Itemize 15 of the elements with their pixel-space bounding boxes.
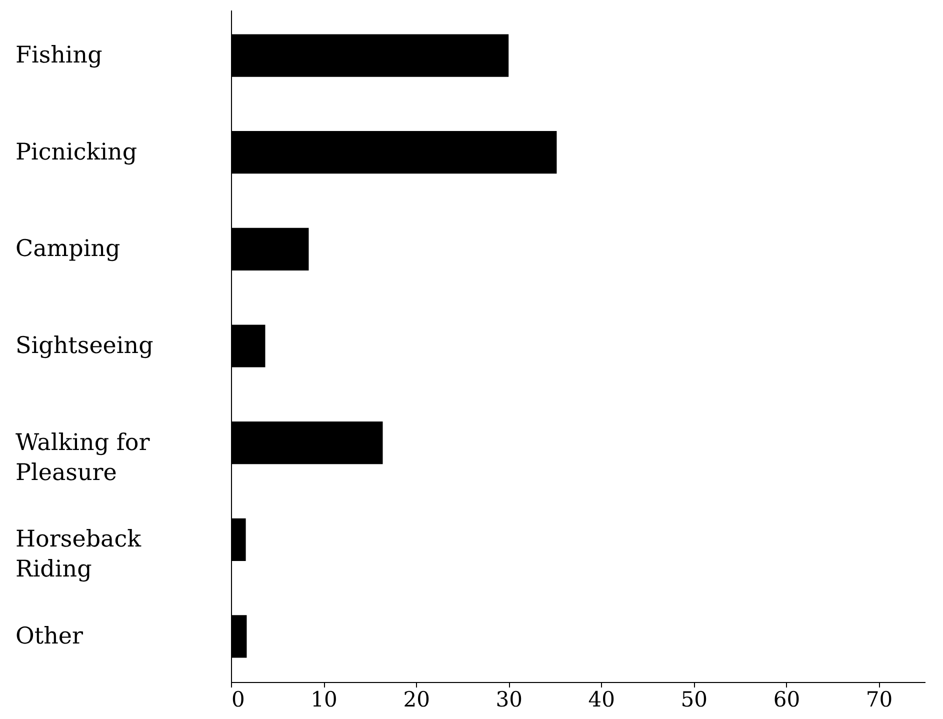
y-tick-label: Horseback Riding <box>16 526 142 583</box>
y-tick-label: Other <box>16 623 84 650</box>
y-tick-label: Camping <box>16 236 121 262</box>
y-tick-label: Fishing <box>16 42 103 69</box>
x-tick-label: 50 <box>680 688 708 712</box>
x-tick-label: 0 <box>232 688 245 712</box>
x-tick-label: 20 <box>403 688 430 712</box>
y-tick-label: Picnicking <box>16 139 138 166</box>
x-tick-label: 30 <box>496 688 522 712</box>
y-tick-label: Walking for Pleasure <box>16 430 150 486</box>
x-tick-label: 60 <box>773 688 800 712</box>
x-tick-label: 70 <box>866 688 893 712</box>
x-tick-label: 40 <box>588 688 615 712</box>
y-tick-label: Sightseeing <box>16 333 154 359</box>
x-tick-label: 10 <box>310 688 338 712</box>
